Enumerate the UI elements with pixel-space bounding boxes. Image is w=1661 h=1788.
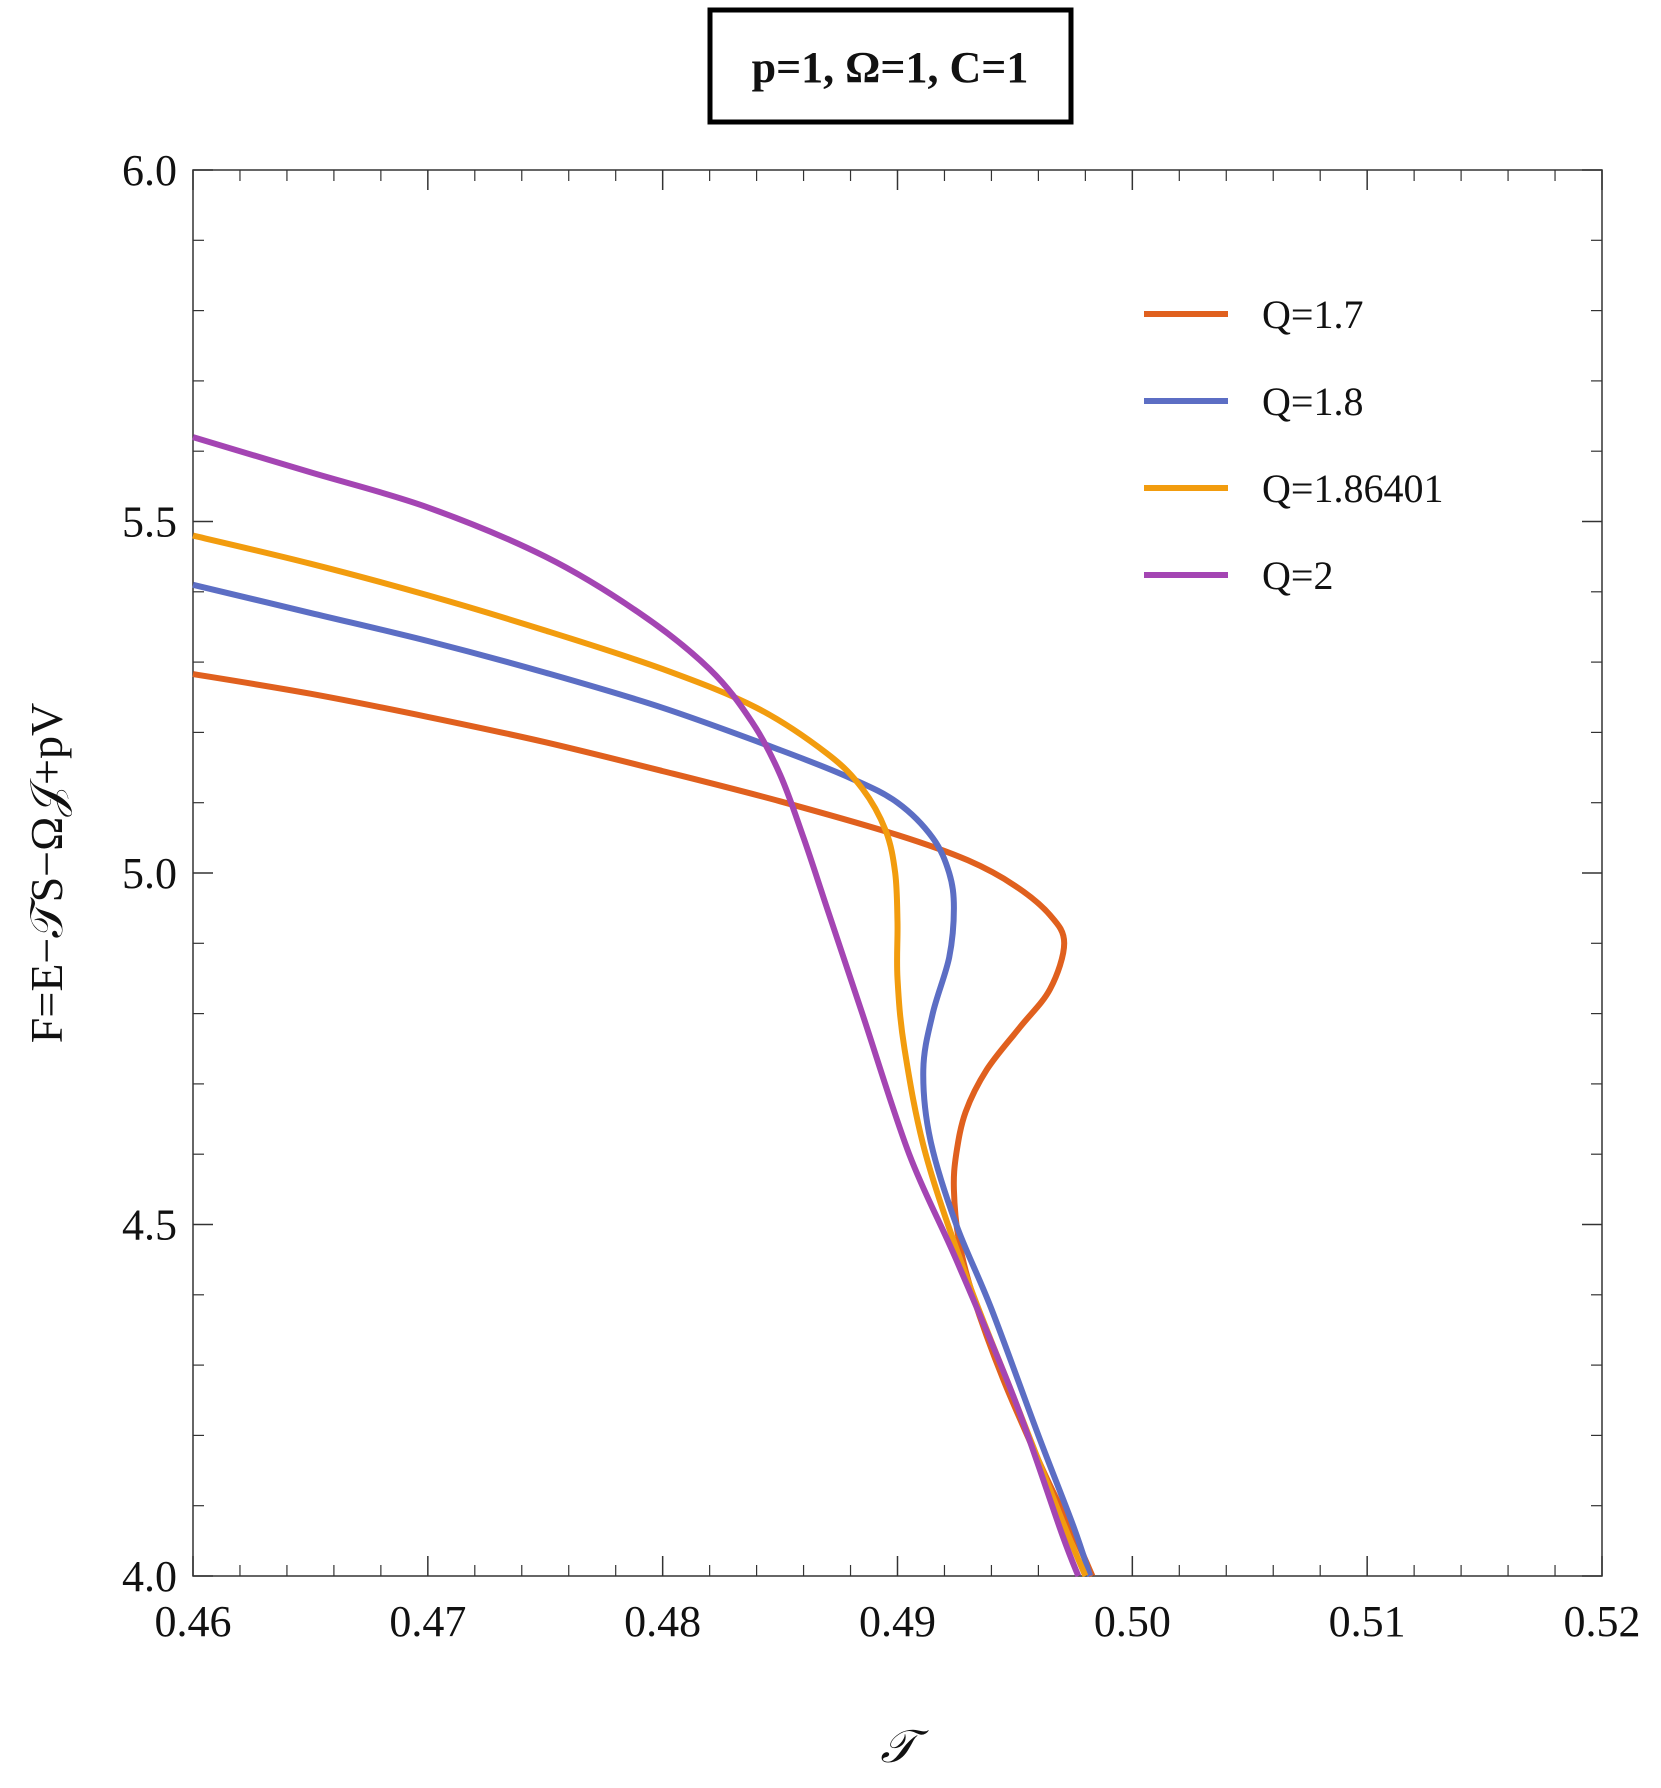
x-tick-label: 0.52 <box>1564 1597 1641 1646</box>
x-axis-label: 𝒯 <box>880 1721 929 1772</box>
title-frame <box>707 7 1074 125</box>
series-line-1 <box>192 671 1096 1578</box>
tick-labels: 0.46 0.47 0.48 0.49 0.50 0.51 0.52 4.0 4.5 5.0 5.5… <box>122 146 1641 1646</box>
x-tick-label: 0.51 <box>1329 1597 1406 1646</box>
legend-label-3: Q=1.86401 <box>1262 466 1443 511</box>
y-tick-label: 4.0 <box>122 1552 177 1601</box>
y-tick-label: 6.0 <box>122 146 177 195</box>
series-line-4 <box>192 434 1082 1578</box>
y-axis-label: F=E−𝒯S−Ω𝒥+pV <box>21 703 72 1043</box>
series-line-3 <box>192 532 1089 1578</box>
chart-title: p=1, Ω=1, C=1 <box>752 43 1029 92</box>
x-tick-label: 0.46 <box>155 1597 232 1646</box>
series-line-2 <box>192 581 1093 1577</box>
y-tick-label: 4.5 <box>122 1201 177 1250</box>
x-tick-label: 0.48 <box>624 1597 701 1646</box>
legend-label-4: Q=2 <box>1262 553 1333 598</box>
legend-label-2: Q=1.8 <box>1262 379 1363 424</box>
x-tick-label: 0.49 <box>859 1597 936 1646</box>
series-layer <box>192 434 1096 1578</box>
ticks <box>192 169 1603 1577</box>
legend-label-1: Q=1.7 <box>1262 292 1363 337</box>
y-tick-label: 5.5 <box>122 498 177 547</box>
legend: Q=1.7 Q=1.8 Q=1.86401 Q=2 <box>1144 292 1443 598</box>
x-tick-label: 0.50 <box>1094 1597 1171 1646</box>
title-box: p=1, Ω=1, C=1 <box>707 7 1074 125</box>
x-tick-label: 0.47 <box>389 1597 466 1646</box>
y-tick-label: 5.0 <box>122 849 177 898</box>
